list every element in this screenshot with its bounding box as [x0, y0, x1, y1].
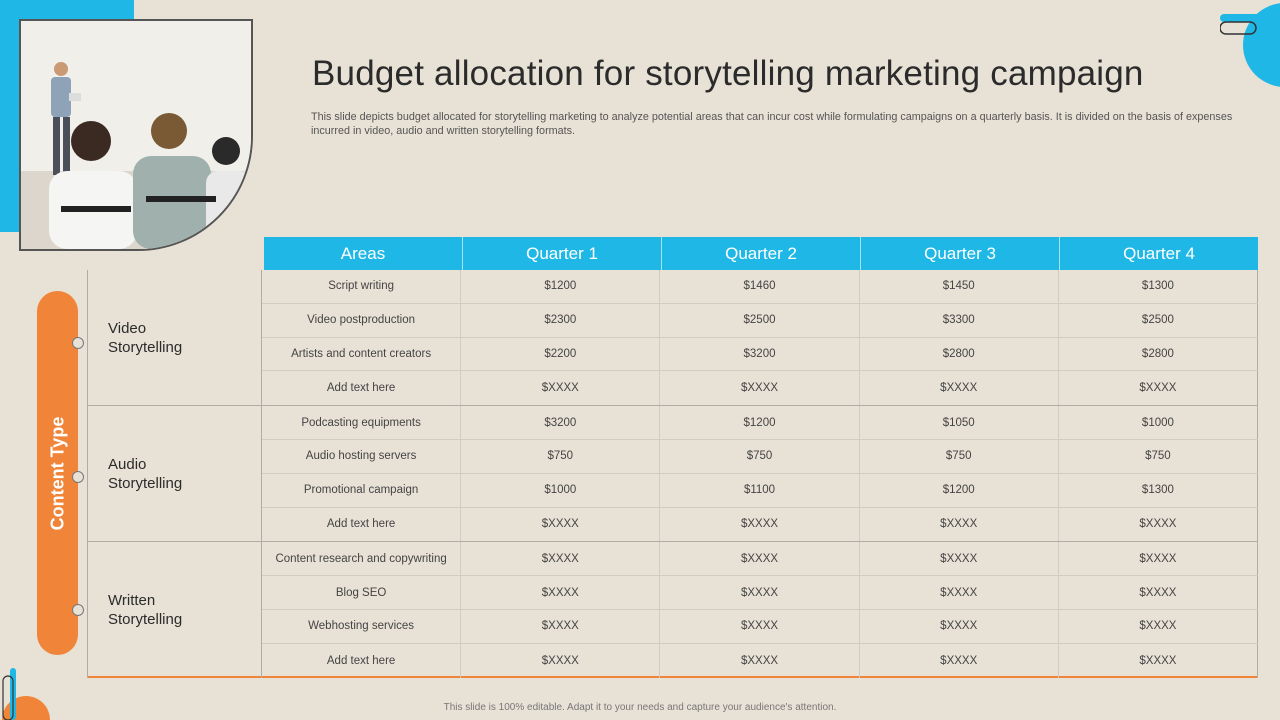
group-label: Video Storytelling [87, 270, 262, 406]
header-quarter-1: Quarter 1 [463, 237, 662, 270]
quarter-2-cell: $XXXX [660, 507, 860, 542]
table-row: Promotional campaign $1000 $1100 $1200 $1300 [262, 473, 1259, 508]
connector-dot-written [72, 604, 84, 616]
quarter-4-cell: $XXXX [1059, 507, 1259, 542]
corner-decoration-bottom-left [2, 668, 50, 720]
quarter-3-cell: $1450 [860, 270, 1059, 303]
table-row: Podcasting equipments $3200 $1200 $1050 $100… [262, 406, 1259, 440]
area-cell: Webhosting services [262, 609, 462, 643]
quarter-2-cell: $XXXX [660, 576, 860, 609]
table-row: Add text here $XXXX $XXXX $XXXX $XXXX [262, 643, 1259, 678]
quarter-3-cell: $1050 [860, 406, 1059, 439]
quarter-1-cell: $XXXX [461, 371, 661, 406]
table-row: Content research and copywriting $XXXX $XX… [262, 542, 1259, 577]
area-cell: Add text here [262, 371, 462, 406]
header-quarter-4: Quarter 4 [1123, 243, 1195, 263]
quarter-2-cell: $XXXX [660, 643, 860, 678]
quarter-2-cell: $1460 [660, 270, 860, 303]
budget-table: Video Storytelling Script writing $1200 $14… [87, 270, 1259, 678]
header-quarter-3: Quarter 3 [861, 237, 1060, 270]
area-cell: Content research and copywriting [262, 542, 462, 576]
quarter-1-cell: $1000 [461, 473, 661, 507]
quarter-3-cell: $XXXX [860, 542, 1059, 576]
quarter-2-cell: $2500 [660, 303, 860, 337]
quarter-1-cell: $3200 [461, 406, 661, 439]
quarter-2-cell: $1200 [660, 406, 860, 439]
connector-dot-video [72, 337, 84, 349]
quarter-4-cell: $XXXX [1059, 542, 1259, 576]
table-group-video: Video Storytelling Script writing $1200 $14… [87, 270, 1259, 407]
quarter-1-cell: $2200 [461, 337, 661, 371]
quarter-2-cell: $3200 [660, 337, 860, 371]
quarter-4-cell: $XXXX [1059, 371, 1259, 406]
quarter-4-cell: $XXXX [1059, 643, 1259, 678]
quarter-1-cell: $XXXX [461, 643, 661, 678]
connector-dot-audio [72, 471, 84, 483]
page-title: Budget allocation for storytelling marke… [312, 54, 1144, 93]
quarter-4-cell: $2500 [1059, 303, 1259, 337]
table-row: Audio hosting servers $750 $750 $750 $750 [262, 439, 1259, 474]
header-areas: Areas [264, 237, 463, 270]
quarter-3-cell: $XXXX [860, 507, 1059, 542]
table-row: Add text here $XXXX $XXXX $XXXX $XXXX [262, 371, 1259, 406]
quarter-2-cell: $1100 [660, 473, 860, 507]
quarter-3-cell: $3300 [860, 303, 1059, 337]
quarter-1-cell: $XXXX [461, 609, 661, 643]
quarter-2-cell: $XXXX [660, 609, 860, 643]
quarter-3-cell: $XXXX [860, 371, 1059, 406]
quarter-4-cell: $1300 [1059, 270, 1259, 303]
table-row: Video postproduction $2300 $2500 $3300 $2500 [262, 303, 1259, 338]
area-cell: Blog SEO [262, 576, 462, 609]
area-cell: Promotional campaign [262, 473, 462, 507]
quarter-1-cell: $750 [461, 439, 661, 473]
quarter-4-cell: $1000 [1059, 406, 1259, 439]
quarter-2-cell: $XXXX [660, 371, 860, 406]
quarter-3-cell: $XXXX [860, 609, 1059, 643]
area-cell: Script writing [262, 270, 462, 303]
table-group-written: Written Storytelling Content research and… [87, 542, 1259, 678]
content-type-label: Content Type [37, 291, 78, 655]
area-cell: Add text here [262, 507, 462, 542]
content-type-text: Content Type [47, 416, 68, 530]
quarter-1-cell: $XXXX [461, 576, 661, 609]
quarter-1-cell: $XXXX [461, 542, 661, 576]
table-header: Areas Quarter 1 Quarter 2 Quarter 3 Quar… [264, 237, 1258, 270]
table-group-audio: Audio Storytelling Podcasting equipments $… [87, 406, 1259, 543]
table-row: Add text here $XXXX $XXXX $XXXX $XXXX [262, 507, 1259, 542]
quarter-2-cell: $XXXX [660, 542, 860, 576]
presentation-photo [19, 19, 253, 251]
quarter-4-cell: $XXXX [1059, 609, 1259, 643]
quarter-3-cell: $XXXX [860, 576, 1059, 609]
quarter-3-cell: $2800 [860, 337, 1059, 371]
slide-description: This slide depicts budget allocated for … [311, 111, 1233, 137]
footer-note: This slide is 100% editable. Adapt it to… [443, 702, 837, 713]
corner-decoration-top-right [1220, 3, 1280, 87]
quarter-4-cell: $XXXX [1059, 576, 1259, 609]
area-cell: Video postproduction [262, 303, 462, 337]
table-row: Script writing $1200 $1460 $1450 $1300 [262, 270, 1259, 304]
header-quarter-2: Quarter 2 [662, 237, 861, 270]
quarter-3-cell: $1200 [860, 473, 1059, 507]
area-cell: Audio hosting servers [262, 439, 462, 473]
quarter-3-cell: $XXXX [860, 643, 1059, 678]
area-cell: Artists and content creators [262, 337, 462, 371]
quarter-3-cell: $750 [860, 439, 1059, 473]
table-row: Artists and content creators $2200 $3200 $2… [262, 337, 1259, 372]
quarter-4-cell: $750 [1059, 439, 1259, 473]
quarter-2-cell: $750 [660, 439, 860, 473]
quarter-1-cell: $XXXX [461, 507, 661, 542]
table-row: Blog SEO $XXXX $XXXX $XXXX $XXXX [262, 576, 1259, 610]
quarter-1-cell: $2300 [461, 303, 661, 337]
area-cell: Podcasting equipments [262, 406, 462, 439]
area-cell: Add text here [262, 643, 462, 678]
quarter-1-cell: $1200 [461, 270, 661, 303]
group-label: Written Storytelling [87, 542, 262, 678]
group-label: Audio Storytelling [87, 406, 262, 542]
quarter-4-cell: $1300 [1059, 473, 1259, 507]
quarter-4-cell: $2800 [1059, 337, 1259, 371]
table-row: Webhosting services $XXXX $XXXX $XXXX $XXXX [262, 609, 1259, 644]
